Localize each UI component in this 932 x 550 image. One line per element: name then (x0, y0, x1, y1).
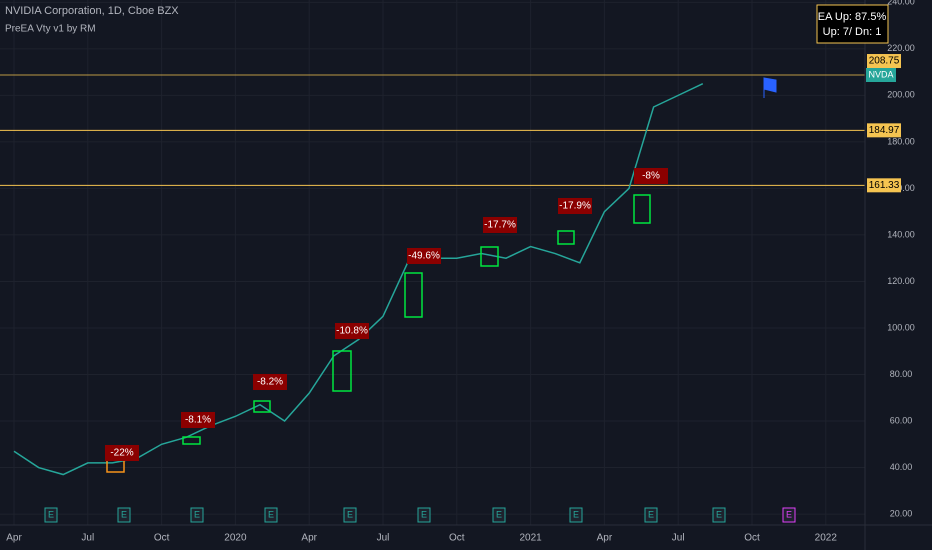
axes: 20.00 40.00 60.00 80.00 100.00 120.00 140.00 16… (6, 0, 915, 544)
grid (0, 0, 865, 525)
y-tick-label: 140.00 (887, 229, 915, 239)
indicator-name: PreEA Vty v1 by RM (5, 24, 96, 35)
y-tick-label: 60.00 (890, 415, 913, 425)
y-tick-label: 220.00 (887, 43, 915, 53)
annotation-box (253, 374, 287, 390)
earnings-range (480, 246, 499, 267)
earnings-marker-box (569, 507, 583, 523)
earnings-marker-box (44, 507, 58, 523)
annotation: -8.2% (257, 377, 283, 388)
y-tick-label: 100.00 (887, 322, 915, 332)
earnings-marker-box (644, 507, 658, 523)
earnings-range (404, 272, 423, 318)
annotation-box (105, 445, 139, 461)
x-tick-label: Apr (597, 533, 613, 544)
chart-title: NVIDIA Corporation, 1D, Cboe BZX (5, 5, 179, 17)
earnings-marker: E (421, 509, 427, 519)
earnings-marker: E (786, 509, 792, 519)
x-tick-label: Jul (672, 533, 685, 544)
earnings-range (253, 400, 271, 413)
earnings-marker: E (347, 509, 353, 519)
earnings-marker: E (194, 509, 200, 519)
earnings-range (332, 350, 352, 392)
earnings-range (182, 436, 201, 445)
earnings-marker-box (264, 507, 278, 523)
y-tick-label: 240.00 (887, 0, 915, 7)
y-tick-label: 80.00 (890, 369, 913, 379)
x-tick-label: Jul (81, 533, 94, 544)
x-tick-label: 2020 (224, 533, 247, 544)
flag (763, 77, 777, 98)
annotation: -17.9% (559, 201, 591, 212)
earnings-marker: E (268, 509, 274, 519)
earnings-marker: E (648, 509, 654, 519)
level-label: 184.97 (869, 125, 900, 136)
level-tag (867, 54, 901, 69)
info-box (816, 4, 889, 44)
y-tick-label: 180.00 (887, 136, 915, 146)
x-tick-label: 2022 (815, 533, 838, 544)
annotation-box (558, 198, 592, 214)
y-tick-label: 200.00 (887, 90, 915, 100)
earnings-marker: E (121, 509, 127, 519)
annotation-box (634, 168, 668, 184)
earnings-marker: E (573, 509, 579, 519)
annotation-box (181, 412, 215, 428)
x-tick-label: Oct (449, 533, 465, 544)
earnings-marker: E (48, 509, 54, 519)
annotation: -10.8% (336, 326, 368, 337)
annotation-box (335, 323, 369, 339)
symbol-tag (866, 68, 896, 82)
earnings-marker-box (417, 507, 431, 523)
earnings-marker: E (716, 509, 722, 519)
earnings-range (557, 230, 575, 245)
x-tick-label: Apr (6, 533, 22, 544)
annotation-box (407, 248, 441, 264)
y-tick-label: 20.00 (890, 508, 913, 518)
level-tag (867, 123, 901, 138)
annotation: -17.7% (484, 220, 516, 231)
earnings-marker-box (343, 507, 357, 523)
x-tick-label: Oct (154, 533, 170, 544)
x-tick-label: Jul (377, 533, 390, 544)
earnings-marker: E (496, 509, 502, 519)
annotation: -8% (642, 171, 660, 182)
info-line: Up: 7/ Dn: 1 (823, 26, 882, 38)
level-label: 208.75 (869, 56, 900, 67)
annotation-box (483, 217, 517, 233)
annotation: -49.6% (408, 251, 440, 262)
x-tick-label: Oct (744, 533, 760, 544)
earnings-marker-box (492, 507, 506, 523)
level-tag (867, 178, 901, 193)
x-tick-label: 2021 (519, 533, 542, 544)
earnings-marker-box (782, 507, 796, 523)
y-tick-label: 40.00 (890, 462, 913, 472)
earnings-marker-box (712, 507, 726, 523)
info-line: EA Up: 87.5% (818, 11, 887, 23)
plot: -22% -8.1% -8.2% -10.8% -49.6% -17.7% -17.9% -8… (0, 74, 865, 523)
annotation: -8.1% (185, 415, 211, 426)
annotation: -22% (110, 448, 133, 459)
earnings-range (633, 194, 651, 224)
earnings-marker-box (190, 507, 204, 523)
earnings-marker-box (117, 507, 131, 523)
y-tick-label: 120.00 (887, 276, 915, 286)
x-tick-label: Apr (301, 533, 317, 544)
level-label: 161.33 (869, 180, 900, 191)
symbol-label: NVDA (868, 69, 893, 79)
